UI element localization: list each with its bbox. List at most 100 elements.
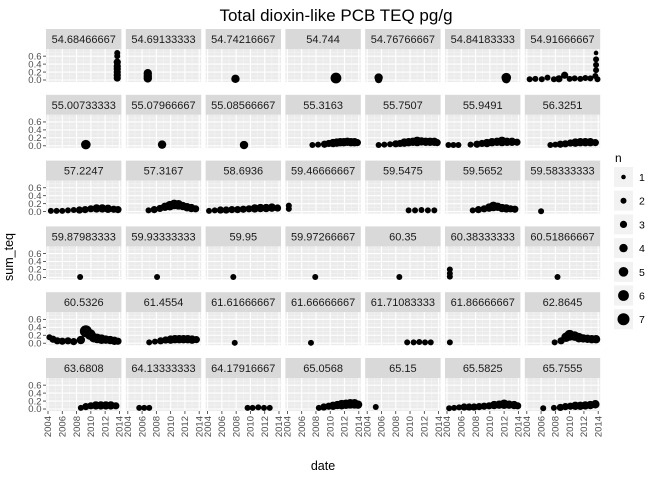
data-point — [239, 205, 247, 213]
data-point — [424, 207, 431, 214]
facet-strip — [285, 94, 361, 115]
data-point — [555, 75, 563, 83]
data-point — [561, 71, 569, 79]
y-tick-label: 0.6 — [28, 183, 41, 194]
facet-panel: 60.5326 — [46, 292, 122, 346]
data-point — [261, 404, 268, 411]
data-point — [114, 206, 122, 214]
facet-panel: 61.4554 — [125, 292, 202, 346]
data-point — [547, 142, 554, 149]
facet-panel: 62.8645 — [524, 292, 601, 346]
x-tick-label: 2010 — [565, 416, 576, 437]
facet-strip-label: 54.74216667 — [211, 34, 275, 46]
data-point — [70, 207, 77, 214]
data-point — [532, 75, 539, 82]
x-tick-label: 2008 — [72, 416, 83, 437]
data-point — [239, 140, 249, 150]
facet-strip-label: 55.3163 — [303, 100, 343, 112]
data-point — [416, 339, 423, 346]
facet-panel: 55.3163 — [285, 94, 361, 149]
legend: n 1 2 3 4 5 6 7 — [614, 151, 645, 330]
facet-panel: 59.93333333 — [125, 226, 202, 281]
facet-strip-label: 59.5475 — [383, 166, 423, 178]
facet-strip-label: 60.5326 — [64, 297, 104, 309]
data-point — [511, 205, 519, 213]
facet-panel: 55.00733333 — [46, 94, 122, 150]
data-point — [375, 76, 383, 84]
facet-strip-label: 59.46666667 — [291, 166, 355, 178]
y-tick-label: 0.4 — [28, 191, 41, 202]
facet-panel: 61.86666667 — [445, 292, 521, 346]
data-point — [143, 74, 152, 83]
data-point — [231, 74, 240, 84]
facet-strip-label: 57.2247 — [64, 166, 104, 178]
x-tick-label: 2006 — [377, 416, 388, 437]
data-point — [550, 404, 557, 411]
y-tick-label: 0.0 — [28, 404, 41, 415]
x-tick-label: 2012 — [180, 416, 191, 437]
y-axis-title: sum_teq — [2, 233, 16, 281]
facet-panel: 64.13333333 — [125, 358, 202, 411]
x-tick-label: 2006 — [456, 416, 467, 437]
facet-panel: 64.17916667 — [205, 358, 281, 411]
facet-strip-label: 55.7507 — [383, 100, 423, 112]
data-point — [591, 335, 601, 344]
x-tick-label: 2012 — [420, 416, 431, 437]
facet-strip — [46, 358, 122, 378]
data-point — [157, 140, 167, 149]
data-point — [81, 139, 91, 150]
legend-symbol — [620, 197, 627, 204]
data-point — [593, 50, 599, 56]
facet-strip — [125, 160, 202, 181]
facet-panel: 54.74216667 — [205, 29, 281, 84]
data-point — [312, 274, 319, 281]
data-point — [47, 207, 54, 214]
data-point — [75, 206, 84, 214]
data-point — [59, 207, 66, 214]
data-point — [273, 204, 282, 212]
x-tick-label: 2008 — [231, 416, 242, 437]
x-tick-label: 2004 — [362, 416, 373, 437]
data-point — [412, 207, 419, 214]
y-tick-label: 0.0 — [28, 338, 41, 349]
facet-strip — [46, 160, 122, 181]
legend-label: 2 — [639, 196, 645, 208]
facet-strip-label: 60.38333333 — [451, 231, 515, 243]
x-tick-label: 2010 — [246, 416, 257, 437]
y-tick-label: 0.4 — [28, 257, 41, 268]
facet-strip-label: 65.15 — [389, 363, 417, 375]
facet-strip — [524, 358, 601, 378]
data-point — [410, 339, 417, 346]
facet-panel: 60.35 — [365, 226, 441, 281]
data-point — [230, 274, 237, 281]
y-tick-label: 0.2 — [28, 199, 41, 210]
facet-strip-label: 63.6808 — [64, 363, 104, 375]
facet-strip-label: 62.8645 — [543, 297, 583, 309]
facet-strip — [285, 226, 361, 247]
data-point — [150, 206, 158, 214]
facet-strip — [285, 358, 361, 378]
facet-strip — [205, 94, 281, 115]
data-point — [136, 404, 143, 411]
facet-strip — [365, 358, 441, 378]
facet-panel: 60.38333333 — [445, 226, 521, 280]
data-point — [112, 402, 120, 410]
data-point — [64, 337, 72, 345]
facet-strip-label: 59.87983333 — [52, 231, 116, 243]
facet-strip — [524, 160, 601, 181]
data-point — [418, 207, 425, 214]
data-point — [460, 403, 468, 411]
data-point — [577, 75, 584, 82]
facet-panel: 57.2247 — [46, 160, 122, 214]
y-tick-label: 0.2 — [28, 133, 41, 144]
y-tick-label: 0.0 — [28, 207, 41, 218]
facet-strip — [205, 358, 281, 378]
facet-strip-label: 60.51866667 — [530, 231, 594, 243]
legend-label: 5 — [639, 267, 645, 279]
x-tick-label: 2004 — [283, 416, 294, 437]
data-point — [502, 75, 511, 84]
data-point — [405, 207, 412, 214]
y-tick-label: 0.0 — [28, 75, 41, 86]
facet-strip-label: 54.76766667 — [371, 34, 435, 46]
facet-panel: 54.91666667 — [524, 29, 601, 83]
